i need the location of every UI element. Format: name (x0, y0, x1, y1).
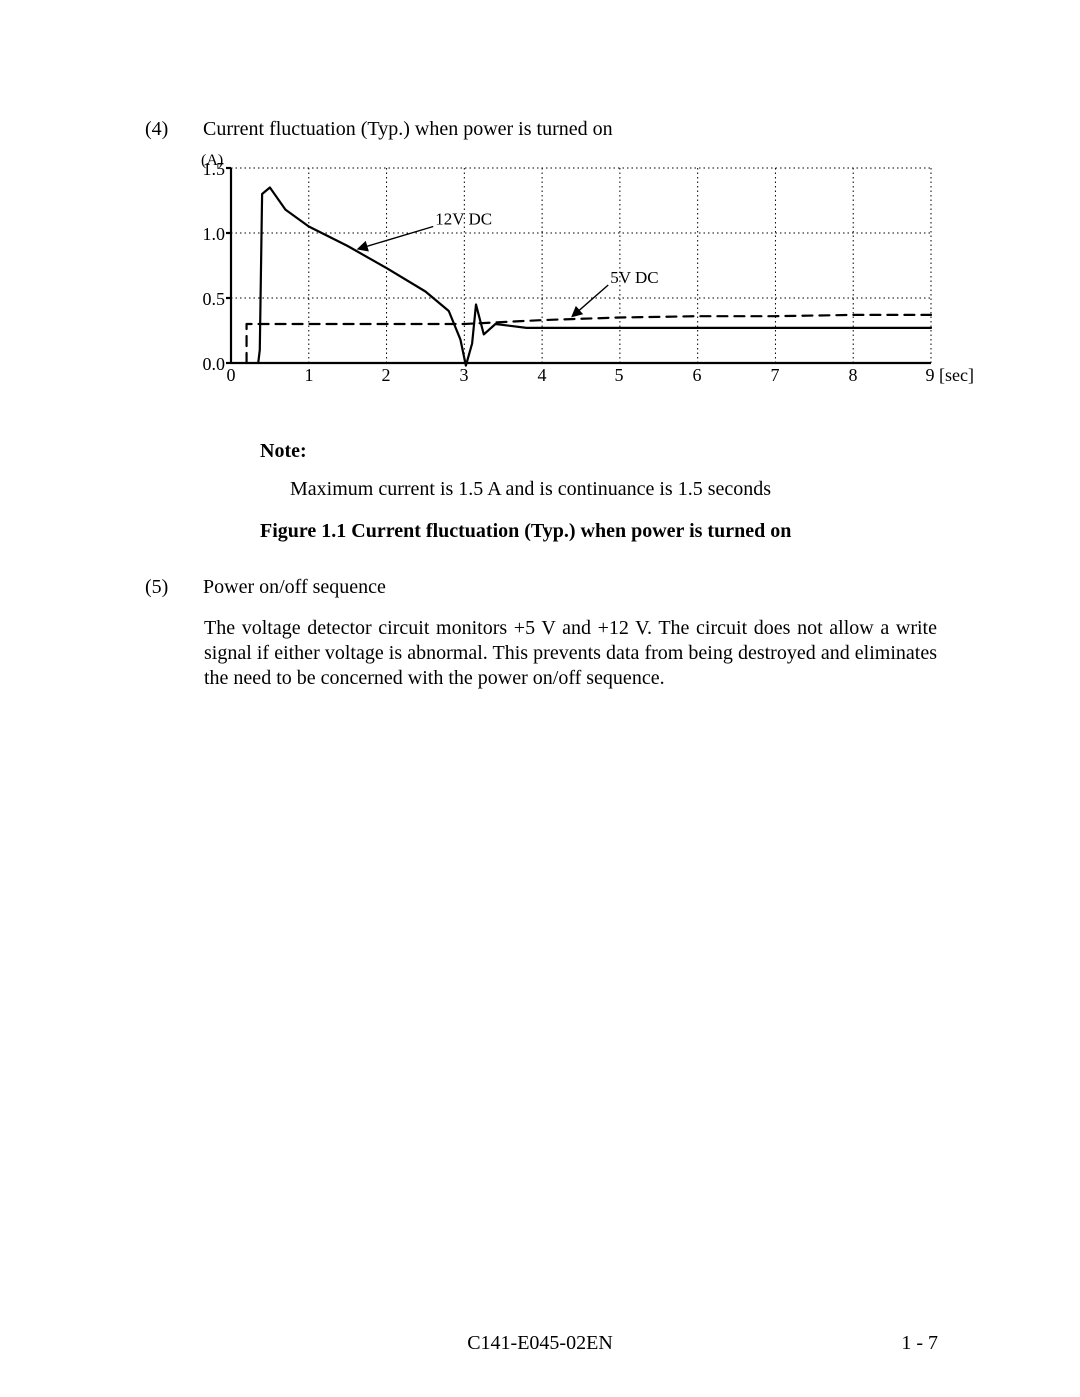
x-tick-label: 3 (454, 365, 474, 386)
section-5-body: The voltage detector circuit monitors +5… (204, 616, 937, 691)
section-4-title: Current fluctuation (Typ.) when power is… (203, 118, 945, 141)
footer-page-number: 1 - 7 (901, 1332, 938, 1355)
x-tick-label: 8 (843, 365, 863, 386)
x-tick-label: 6 (687, 365, 707, 386)
svg-text:5V DC: 5V DC (610, 268, 658, 287)
y-tick-label: 0.0 (185, 354, 225, 375)
x-tick-label: 4 (532, 365, 552, 386)
x-tick-label: 9 (920, 365, 940, 386)
chart-x-unit: [sec] (939, 365, 974, 386)
y-tick-label: 0.5 (185, 289, 225, 310)
section-5-heading: (5) Power on/off sequence (145, 576, 945, 599)
note-label: Note: (260, 440, 307, 463)
section-4-heading: (4) Current fluctuation (Typ.) when powe… (145, 118, 945, 141)
figure-caption: Figure 1.1 Current fluctuation (Typ.) wh… (260, 520, 791, 543)
page: (4) Current fluctuation (Typ.) when powe… (0, 0, 1080, 1397)
x-tick-label: 2 (376, 365, 396, 386)
current-fluctuation-chart: (A) 1.5 1.0 0.5 0.0 0 1 2 3 4 5 6 7 8 9 … (203, 160, 963, 400)
section-4-number: (4) (145, 118, 203, 141)
svg-text:12V DC: 12V DC (435, 210, 492, 229)
x-tick-label: 7 (765, 365, 785, 386)
x-tick-label: 5 (609, 365, 629, 386)
y-tick-label: 1.0 (185, 224, 225, 245)
chart-svg: 12V DC 5V DC (203, 160, 963, 390)
x-tick-label: 1 (299, 365, 319, 386)
section-5-title: Power on/off sequence (203, 576, 945, 599)
section-5-number: (5) (145, 576, 203, 599)
x-tick-label: 0 (221, 365, 241, 386)
note-text: Maximum current is 1.5 A and is continua… (290, 478, 771, 501)
y-tick-label: 1.5 (185, 159, 225, 180)
